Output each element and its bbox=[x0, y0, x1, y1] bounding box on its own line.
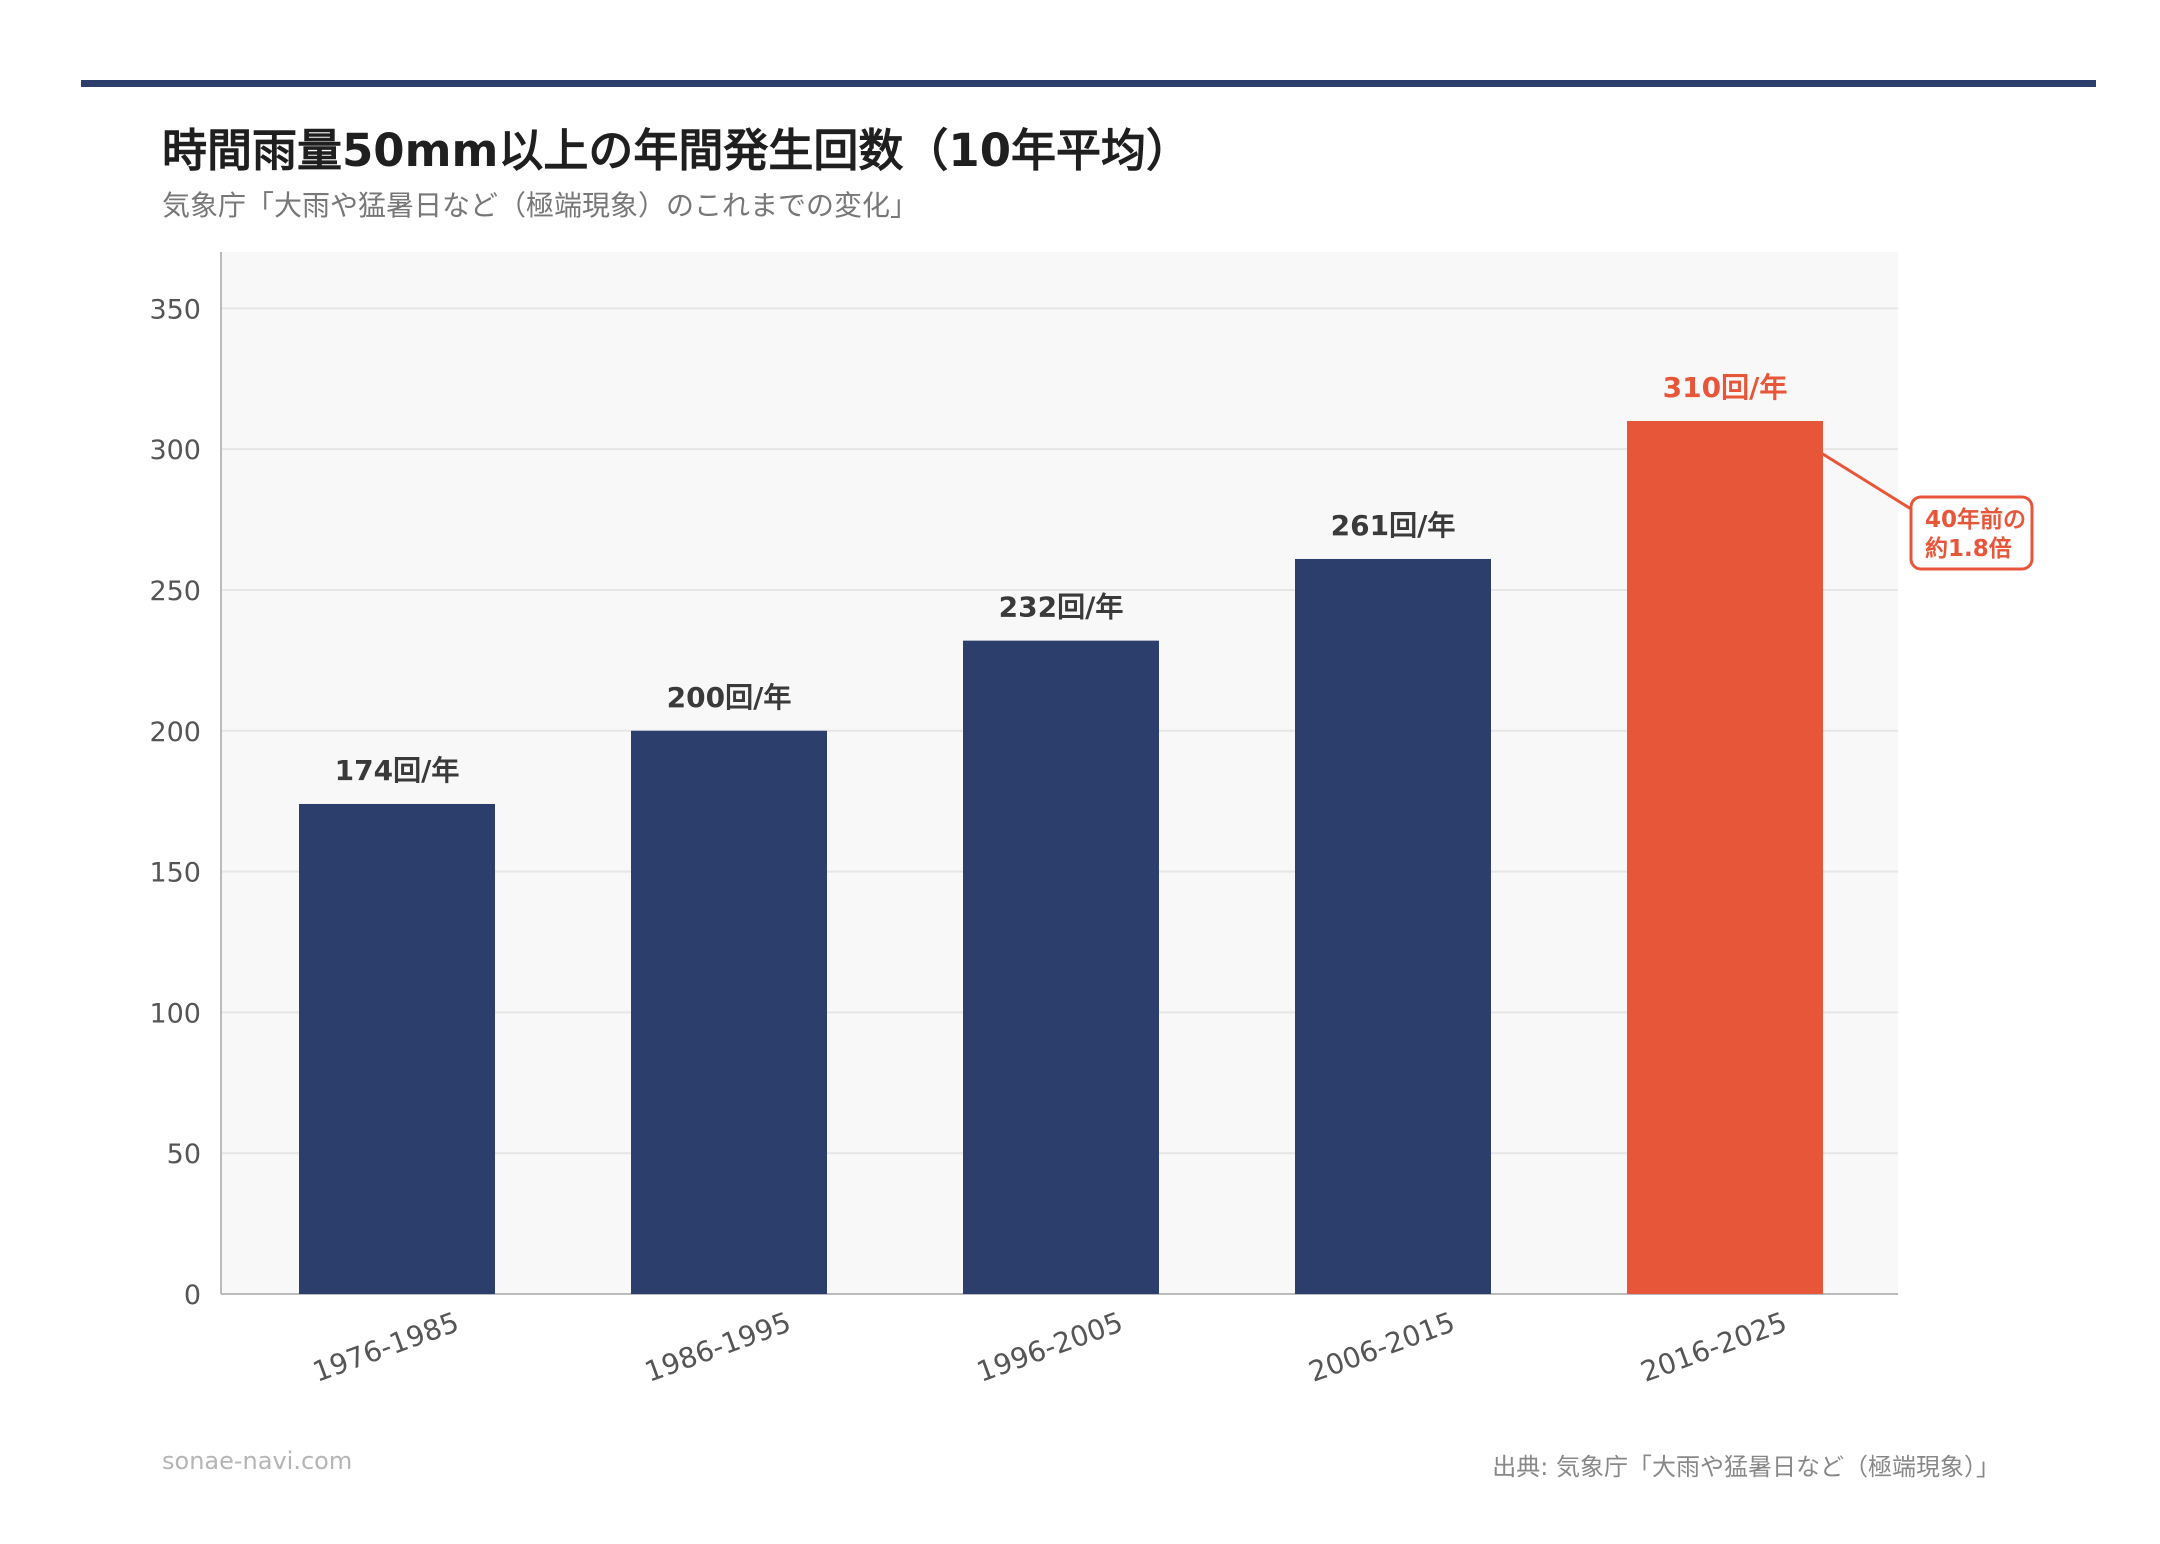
bar-1996-2005 bbox=[963, 640, 1159, 1294]
y-tick-label: 150 bbox=[149, 858, 201, 889]
x-tick-label: 1976-1985 bbox=[308, 1305, 463, 1388]
annotation-text: 約1.8倍 bbox=[1925, 535, 2012, 562]
data-label: 261回/年 bbox=[1331, 509, 1456, 542]
bar-2006-2015 bbox=[1295, 558, 1491, 1294]
y-tick-label: 200 bbox=[149, 717, 201, 748]
data-label: 200回/年 bbox=[667, 681, 792, 714]
annotation-box bbox=[1909, 495, 2034, 571]
annotation-leader-line bbox=[1817, 449, 1912, 511]
y-tick-label: 50 bbox=[167, 1139, 201, 1170]
data-label: 174回/年 bbox=[335, 754, 460, 787]
bar-1986-1995 bbox=[631, 730, 827, 1294]
x-tick-label: 1986-1995 bbox=[640, 1305, 795, 1388]
source-credit: 出典: 気象庁「大雨や猛暑日など（極端現象）」 bbox=[1492, 1453, 2000, 1481]
data-label: 232回/年 bbox=[999, 591, 1124, 624]
x-tick-label: 2016-2025 bbox=[1636, 1305, 1791, 1388]
annotation-text: 40年前の bbox=[1925, 506, 2026, 533]
top-rule bbox=[81, 80, 2096, 87]
bar-2016-2025 bbox=[1627, 420, 1823, 1294]
y-tick-label: 0 bbox=[184, 1280, 201, 1311]
y-tick-label: 100 bbox=[149, 998, 201, 1029]
y-tick-label: 350 bbox=[149, 294, 201, 325]
bar-1976-1985 bbox=[299, 803, 495, 1294]
chart-subtitle: 気象庁「大雨や猛暑日など（極端現象）のこれまでの変化」 bbox=[162, 189, 919, 222]
data-label: 310回/年 bbox=[1663, 371, 1788, 404]
x-tick-label: 2006-2015 bbox=[1304, 1305, 1459, 1388]
site-credit: sonae-navi.com bbox=[162, 1447, 353, 1475]
x-tick-label: 1996-2005 bbox=[972, 1305, 1127, 1388]
chart-title: 時間雨量50mm以上の年間発生回数（10年平均） bbox=[162, 124, 1192, 177]
y-tick-label: 250 bbox=[149, 576, 201, 607]
y-tick-label: 300 bbox=[149, 435, 201, 466]
